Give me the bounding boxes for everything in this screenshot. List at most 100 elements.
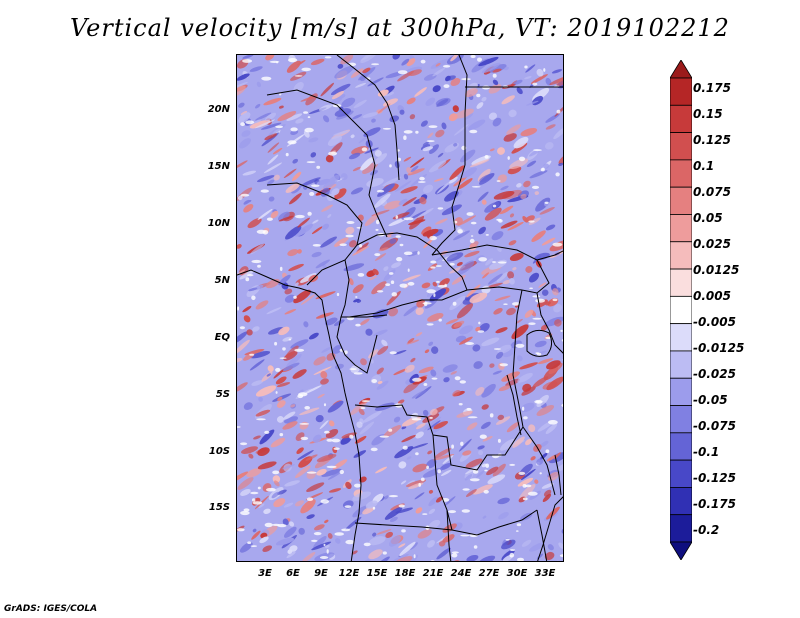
field-patch xyxy=(270,437,286,448)
field-speckle xyxy=(353,372,363,375)
field-speckle xyxy=(433,293,436,298)
field-patch xyxy=(331,188,340,196)
field-speckle xyxy=(492,204,497,208)
field-patch xyxy=(384,91,395,97)
field-patch xyxy=(524,309,534,318)
field-patch xyxy=(377,381,383,384)
field-speckle xyxy=(536,352,542,356)
field-patch xyxy=(444,496,456,507)
field-patch xyxy=(428,160,447,173)
field-patch xyxy=(253,435,261,440)
field-speckle xyxy=(326,549,329,554)
field-patch xyxy=(428,519,441,529)
colorbar-bin xyxy=(670,159,692,188)
field-speckle xyxy=(266,487,276,492)
field-patch xyxy=(365,328,373,336)
field-patch xyxy=(506,307,516,316)
field-patch xyxy=(282,336,293,342)
field-speckle xyxy=(355,296,358,298)
field-patch xyxy=(546,360,561,370)
field-patch xyxy=(456,262,463,266)
field-speckle xyxy=(496,180,501,182)
field-patch xyxy=(266,307,282,315)
field-patch xyxy=(525,438,532,446)
field-patch xyxy=(300,294,316,306)
field-patch xyxy=(522,216,528,223)
field-patch xyxy=(517,477,534,487)
field-patch xyxy=(441,122,447,130)
field-speckle xyxy=(545,449,550,454)
field-patch xyxy=(325,428,339,439)
field-patch xyxy=(507,271,515,279)
field-patch xyxy=(453,320,465,328)
field-speckle xyxy=(548,420,558,425)
field-speckle xyxy=(489,413,494,418)
field-patch xyxy=(464,250,480,258)
field-speckle xyxy=(430,266,436,269)
field-patch xyxy=(343,263,365,272)
field-patch xyxy=(546,376,563,391)
field-patch xyxy=(311,251,322,258)
field-patch xyxy=(238,102,245,108)
field-patch xyxy=(395,507,413,514)
field-speckle xyxy=(385,283,391,286)
field-speckle xyxy=(275,367,281,372)
field-patch xyxy=(384,200,402,210)
field-patch xyxy=(286,551,296,559)
field-patch xyxy=(466,554,479,561)
field-patch xyxy=(312,219,319,224)
field-patch xyxy=(409,542,418,550)
field-patch xyxy=(248,287,258,292)
field-patch xyxy=(422,141,429,147)
field-speckle xyxy=(478,257,487,262)
field-patch xyxy=(521,539,532,547)
field-patch xyxy=(283,502,294,508)
field-patch xyxy=(257,447,270,456)
field-speckle xyxy=(256,418,266,421)
field-speckle xyxy=(415,130,419,134)
field-patch xyxy=(377,556,390,561)
field-speckle xyxy=(323,403,327,407)
field-patch xyxy=(371,281,387,295)
field-speckle xyxy=(307,211,312,216)
field-speckle xyxy=(344,505,352,508)
field-speckle xyxy=(429,235,437,241)
field-speckle xyxy=(517,557,524,561)
field-patch xyxy=(466,284,481,298)
field-patch xyxy=(340,173,348,181)
field-patch xyxy=(556,461,563,472)
field-patch xyxy=(368,536,386,546)
field-patch xyxy=(270,210,279,219)
field-patch xyxy=(406,58,416,67)
field-speckle xyxy=(503,303,508,305)
field-patch xyxy=(422,228,439,237)
field-patch xyxy=(520,468,536,481)
field-patch xyxy=(500,220,518,229)
field-patch xyxy=(489,363,495,368)
field-speckle xyxy=(275,125,283,129)
field-speckle xyxy=(426,323,434,326)
field-speckle xyxy=(272,470,280,475)
field-speckle xyxy=(420,59,426,64)
field-patch xyxy=(352,284,364,294)
field-patch xyxy=(448,176,458,184)
field-patch xyxy=(374,193,391,209)
border-drc-north xyxy=(348,286,523,318)
field-patch xyxy=(411,390,427,399)
field-patch xyxy=(478,226,486,235)
field-patch xyxy=(439,462,452,471)
field-patch xyxy=(243,204,254,213)
border-libya-egypt xyxy=(458,55,468,165)
field-patch xyxy=(482,272,490,279)
field-patch xyxy=(464,474,473,481)
field-patch xyxy=(545,224,556,231)
field-patch xyxy=(284,480,300,487)
field-speckle xyxy=(403,217,414,221)
field-speckle xyxy=(361,147,368,152)
field-patch xyxy=(316,178,330,186)
field-patch xyxy=(250,351,271,359)
field-patch xyxy=(497,414,505,421)
field-speckle xyxy=(471,186,481,188)
field-patch xyxy=(553,126,563,140)
field-patch xyxy=(264,133,278,141)
